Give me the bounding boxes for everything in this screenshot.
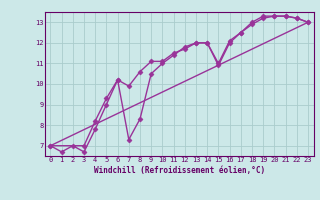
- X-axis label: Windchill (Refroidissement éolien,°C): Windchill (Refroidissement éolien,°C): [94, 166, 265, 175]
